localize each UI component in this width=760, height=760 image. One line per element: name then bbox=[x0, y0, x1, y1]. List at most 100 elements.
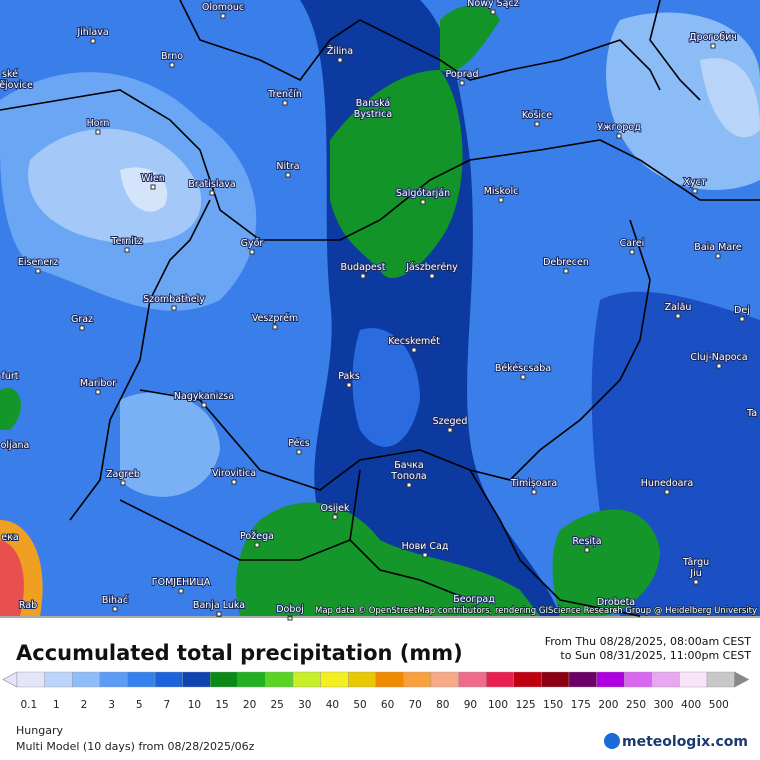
city-label: Jászberény bbox=[405, 262, 458, 273]
legend-swatch bbox=[99, 671, 128, 688]
legend-tick-label: 5 bbox=[136, 699, 143, 711]
legend-swatch bbox=[513, 671, 542, 688]
legend-tick-label: 1 bbox=[53, 699, 60, 711]
city-marker bbox=[95, 129, 101, 135]
legend-tick-label: 70 bbox=[409, 699, 422, 711]
city-label: Carei bbox=[620, 238, 645, 249]
city-label: Београд bbox=[453, 594, 495, 605]
model: Multi Model (10 days) from 08/28/2025/06… bbox=[16, 740, 255, 753]
city-marker bbox=[296, 449, 302, 455]
legend: 0.1 1 2 3 5 7 10 15 20 25 30 40 50 60 70 80 90 100 125 150 1… bbox=[2, 671, 750, 711]
legend-swatch bbox=[237, 671, 266, 688]
city-label: Бачка bbox=[394, 460, 424, 471]
city-marker bbox=[613, 608, 619, 614]
city-label: Kecskemét bbox=[388, 336, 440, 347]
legend-swatch bbox=[348, 671, 377, 688]
city-marker bbox=[220, 13, 226, 19]
city-label: Дрогобич bbox=[689, 32, 737, 43]
city-label: Nitra bbox=[276, 161, 299, 172]
city-label: Zalău bbox=[665, 302, 692, 313]
legend-arrow-left bbox=[2, 671, 18, 688]
city-marker bbox=[411, 347, 417, 353]
city-marker bbox=[406, 482, 412, 488]
legend-tick-label: 500 bbox=[709, 699, 729, 711]
title: Accumulated total precipitation (mm) bbox=[16, 641, 463, 665]
brand: meteologix.com bbox=[622, 734, 748, 750]
city-marker bbox=[287, 615, 293, 621]
legend-swatch bbox=[624, 671, 653, 688]
legend-swatch bbox=[44, 671, 73, 688]
city-marker bbox=[459, 80, 465, 86]
city-label: Нови Сад bbox=[402, 541, 449, 552]
city-marker bbox=[178, 588, 184, 594]
city-marker bbox=[531, 489, 537, 495]
legend-tick-label: 20 bbox=[243, 699, 256, 711]
city-marker bbox=[150, 184, 156, 190]
city-marker bbox=[112, 606, 118, 612]
city-marker bbox=[231, 479, 237, 485]
city-marker bbox=[35, 268, 41, 274]
legend-tick-label: 200 bbox=[598, 699, 618, 711]
city-marker bbox=[272, 324, 278, 330]
city-marker bbox=[249, 249, 255, 255]
city-marker bbox=[420, 199, 426, 205]
region: Hungary bbox=[16, 724, 63, 737]
city-label: Olomouc bbox=[202, 2, 244, 13]
legend-swatch bbox=[71, 671, 100, 688]
legend-swatch bbox=[292, 671, 321, 688]
city-marker bbox=[534, 121, 540, 127]
city-label: Osijek bbox=[320, 503, 350, 514]
legend-swatch bbox=[458, 671, 487, 688]
city-label: Timișoara bbox=[510, 478, 557, 489]
date-from: From Thu 08/28/2025, 08:00am CEST bbox=[545, 635, 752, 648]
city-label: Virovitica bbox=[212, 468, 256, 479]
city-label: Poprad bbox=[446, 69, 479, 80]
city-marker bbox=[209, 190, 215, 196]
city-label: Szeged bbox=[433, 416, 468, 427]
city-label: Doboj bbox=[276, 604, 304, 615]
city-label: Banská bbox=[356, 98, 390, 109]
legend-tick-label: 40 bbox=[326, 699, 339, 711]
city-marker bbox=[254, 542, 260, 548]
city-label: Reșița bbox=[572, 536, 601, 547]
city-label: Rab bbox=[19, 600, 37, 611]
city-label: Baia Mare bbox=[694, 242, 742, 253]
city-marker bbox=[332, 514, 338, 520]
city-label: Drobeta bbox=[597, 597, 635, 608]
city-label: furt bbox=[2, 371, 19, 382]
city-marker bbox=[447, 427, 453, 433]
city-label: Nowy Sącz bbox=[467, 0, 518, 9]
city-marker bbox=[490, 9, 496, 15]
city-marker bbox=[429, 273, 435, 279]
city-label: Wien bbox=[141, 173, 165, 184]
attribution: Map data © OpenStreetMap contributors, r… bbox=[315, 606, 757, 616]
city-label: Cluj-Napoca bbox=[690, 352, 747, 363]
legend-tick-label: 30 bbox=[298, 699, 311, 711]
city-marker bbox=[171, 305, 177, 311]
city-marker bbox=[346, 382, 352, 388]
city-label: Veszprém bbox=[252, 313, 298, 324]
city-label: Maribor bbox=[80, 378, 116, 389]
legend-tick-label: 100 bbox=[488, 699, 508, 711]
legend-swatch bbox=[182, 671, 211, 688]
city-marker bbox=[285, 172, 291, 178]
city-marker bbox=[664, 489, 670, 495]
legend-tick-label: 7 bbox=[163, 699, 170, 711]
city-label: Jiu bbox=[689, 568, 701, 579]
city-marker bbox=[216, 611, 222, 617]
city-label: Debrecen bbox=[543, 257, 589, 268]
legend-tick-label: 90 bbox=[464, 699, 477, 711]
city-label: Eisenerz bbox=[18, 257, 58, 268]
city-label: Zagreb bbox=[106, 469, 140, 480]
legend-swatch bbox=[375, 671, 404, 688]
legend-tick-label: 2 bbox=[81, 699, 88, 711]
city-label: Graz bbox=[71, 314, 93, 325]
legend-tick-label: 175 bbox=[571, 699, 591, 711]
city-label: Horn bbox=[87, 118, 110, 129]
legend-swatch bbox=[154, 671, 183, 688]
city-label: Banja Luka bbox=[193, 600, 245, 611]
legend-tick-label: 10 bbox=[188, 699, 201, 711]
city-label: Požega bbox=[240, 531, 274, 542]
legend-swatch bbox=[568, 671, 597, 688]
